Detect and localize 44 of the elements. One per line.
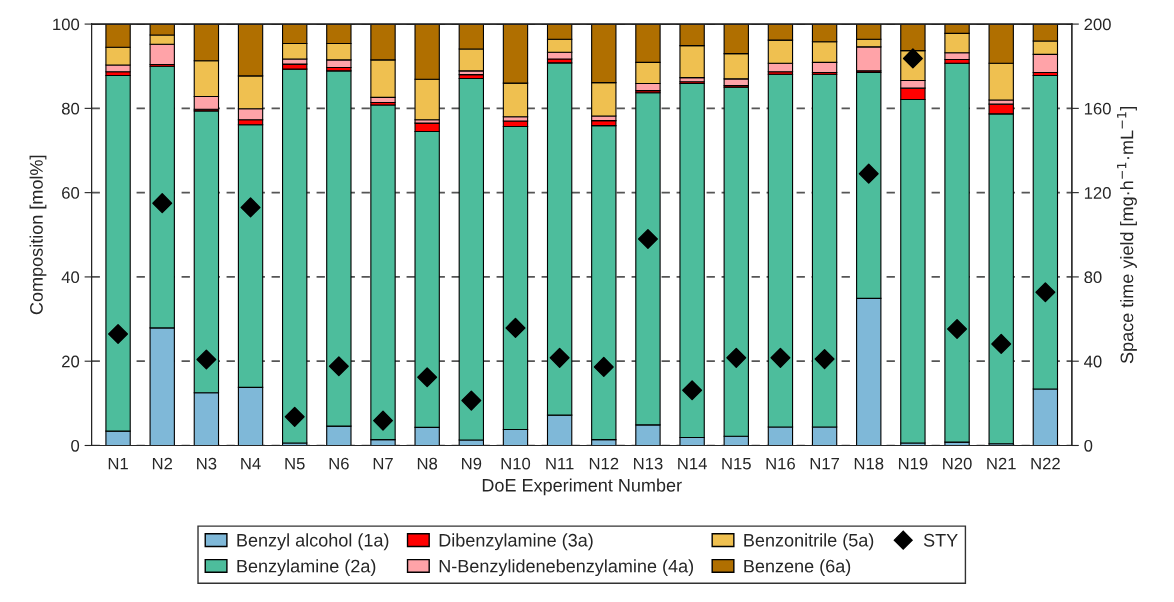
y2-tick-label: 80 bbox=[1084, 271, 1102, 284]
y2-tick-label: 160 bbox=[1084, 102, 1111, 115]
x-tick-label: N13 bbox=[634, 457, 663, 470]
x-tick-label: N9 bbox=[462, 457, 482, 470]
x-tick-label: N6 bbox=[329, 457, 349, 470]
y-axis-title: Composition [mol%] bbox=[29, 155, 47, 315]
x-tick-label: N7 bbox=[373, 457, 393, 470]
x-tick-label: N8 bbox=[417, 457, 438, 470]
y2-tick-label: 120 bbox=[1084, 187, 1111, 199]
x-tick-label: N19 bbox=[898, 457, 928, 470]
x-axis-title: DoE Experiment Number bbox=[482, 478, 682, 496]
legend-label: Dibenzylamine (3a) bbox=[439, 533, 593, 551]
x-tick-label: N20 bbox=[943, 457, 972, 470]
y-tick-label: 60 bbox=[62, 187, 80, 199]
x-tick-label: N10 bbox=[501, 457, 531, 470]
y2-tick-label: 200 bbox=[1084, 18, 1111, 31]
legend-label: Benzonitrile (5a) bbox=[744, 533, 874, 551]
legend-label: N-Benzylidenebenzylamine (4a) bbox=[439, 559, 694, 577]
legend-label: Benzene (6a) bbox=[744, 559, 851, 577]
legend-label: STY bbox=[923, 533, 958, 547]
y-tick-label: 20 bbox=[62, 355, 80, 368]
x-tick-label: N18 bbox=[854, 457, 884, 470]
x-tick-label: N17 bbox=[810, 457, 840, 470]
x-tick-label: N11 bbox=[546, 457, 574, 470]
legend-label: Benzyl alcohol (1a) bbox=[237, 533, 389, 551]
x-tick-label: N14 bbox=[678, 457, 707, 470]
x-tick-label: N3 bbox=[197, 457, 217, 470]
x-tick-label: N21 bbox=[987, 457, 1016, 470]
y2-tick-label: 40 bbox=[1084, 355, 1102, 368]
x-tick-label: N5 bbox=[285, 457, 305, 470]
x-tick-label: N1 bbox=[108, 457, 128, 470]
x-tick-label: N2 bbox=[152, 457, 173, 470]
y2-tick-label: 0 bbox=[1084, 439, 1093, 452]
y-tick-label: 80 bbox=[61, 102, 80, 115]
y2-axis-title: Space time yield [mg·h$^{−1}$·mL$^{−1}$] bbox=[1117, 106, 1137, 364]
x-tick-label: N16 bbox=[766, 457, 795, 470]
x-tick-label: N22 bbox=[1031, 457, 1060, 470]
y-tick-label: 0 bbox=[71, 439, 80, 452]
y-tick-label: 100 bbox=[53, 18, 80, 31]
y-tick-label: 40 bbox=[61, 271, 80, 284]
x-tick-label: N12 bbox=[589, 457, 619, 470]
legend-label: Benzylamine (2a) bbox=[237, 559, 376, 577]
x-tick-label: N15 bbox=[722, 457, 751, 470]
x-tick-label: N4 bbox=[241, 457, 261, 470]
